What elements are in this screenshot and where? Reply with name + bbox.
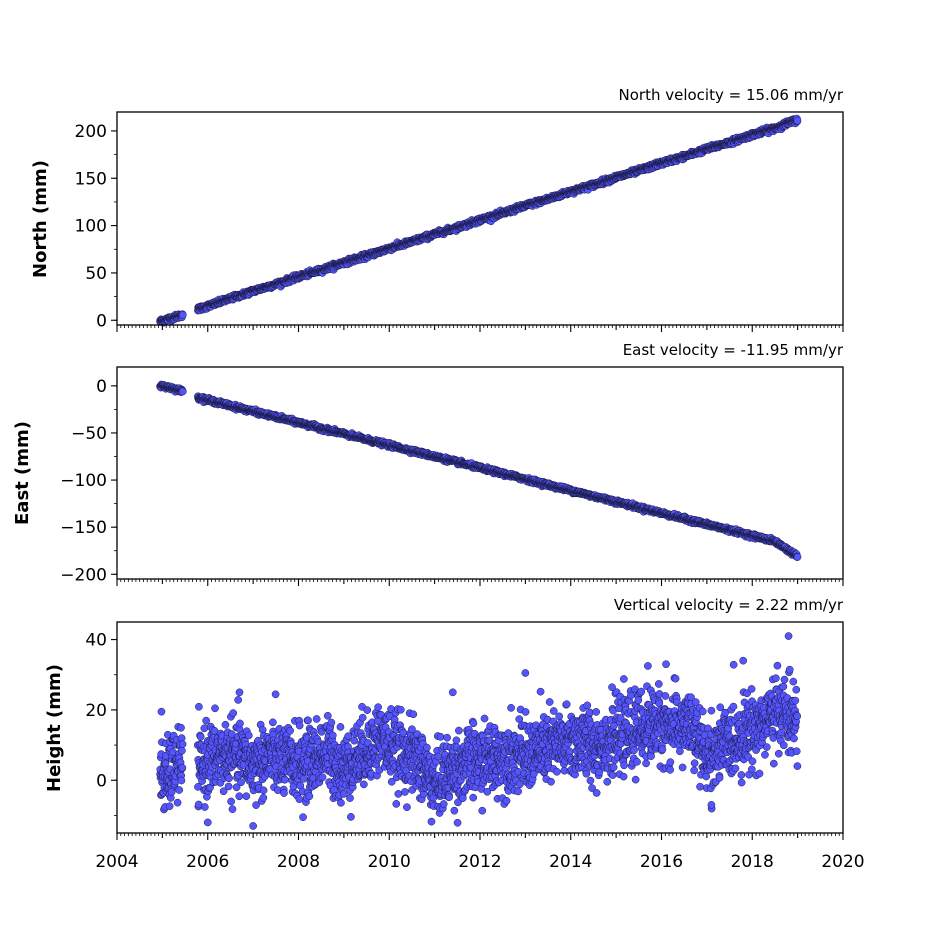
north-y-tick-label: 150 [75, 169, 107, 189]
east-points [156, 380, 802, 561]
height-y-tick-label: 40 [85, 631, 107, 651]
height-y-ticks: 0 20 40 [85, 631, 117, 816]
north-y-tick-label: 100 [75, 217, 107, 237]
height-data-point [178, 740, 187, 749]
height-data-point [175, 786, 184, 794]
east-title: East velocity = -11.95 mm/yr [623, 341, 844, 359]
north-points [156, 114, 802, 327]
north-y-tick-label: 50 [85, 264, 107, 284]
height-data-point [178, 746, 186, 755]
height-x-tick-label: 2014 [549, 852, 592, 872]
height-x-ticks: 2004 2006 2008 2010 2012 2014 2016 2018 2020 [95, 833, 865, 872]
height-y-tick-label: 20 [85, 701, 107, 721]
height-data-point [177, 776, 186, 785]
height-data-point [221, 720, 230, 729]
north-data-point [793, 116, 802, 125]
east-y-tick-label: −200 [60, 565, 107, 585]
height-data-point [173, 798, 182, 807]
east-y-tick-label: −150 [60, 518, 107, 538]
east-y-tick-label: −100 [60, 471, 107, 491]
east-axes-frame [116, 366, 844, 580]
north-y-tick-label: 200 [75, 122, 107, 142]
north-y-label: North (mm) [30, 160, 51, 278]
east-x-ticks [116, 579, 844, 586]
north-x-ticks [116, 325, 844, 332]
height-data-point [211, 704, 219, 713]
height-x-tick-label: 2004 [95, 852, 138, 872]
east-data-point [178, 387, 187, 396]
height-data-point [200, 803, 209, 811]
east-y-label: East (mm) [12, 421, 33, 525]
height-title: Vertical velocity = 2.22 mm/yr [614, 596, 844, 614]
east-y-ticks: 0 −50 −100 −150 −200 [60, 377, 117, 585]
height-data-point [200, 724, 209, 733]
height-data-point [165, 802, 174, 811]
height-data-point [202, 716, 211, 725]
panel-east: East velocity = -11.95 mm/yr East (mm) 0… [12, 341, 844, 586]
height-x-tick-label: 2012 [458, 852, 501, 872]
east-y-tick-label: −50 [71, 424, 107, 444]
height-x-tick-label: 2018 [731, 852, 774, 872]
panel-height: Vertical velocity = 2.22 mm/yr Height (m… [44, 596, 865, 872]
height-x-tick-label: 2006 [186, 852, 229, 872]
east-y-tick-label: 0 [96, 377, 107, 397]
height-data-point [196, 732, 205, 741]
height-data-point [195, 702, 203, 711]
height-x-tick-label: 2020 [821, 852, 864, 872]
height-x-tick-label: 2008 [277, 852, 320, 872]
height-data-point [178, 763, 187, 772]
north-y-ticks: 0 50 100 150 200 [75, 122, 117, 331]
height-y-tick-label: 0 [96, 771, 107, 791]
height-points [156, 632, 802, 830]
height-y-label: Height (mm) [44, 664, 65, 792]
north-data-point [178, 311, 187, 319]
height-x-tick-label: 2010 [368, 852, 411, 872]
east-data-point [793, 553, 802, 561]
north-y-tick-label: 0 [96, 311, 107, 331]
height-data-point [177, 723, 185, 732]
north-title: North velocity = 15.06 mm/yr [619, 86, 844, 104]
height-x-tick-label: 2016 [640, 852, 683, 872]
panel-north: North velocity = 15.06 mm/yr North (mm) … [30, 86, 844, 332]
